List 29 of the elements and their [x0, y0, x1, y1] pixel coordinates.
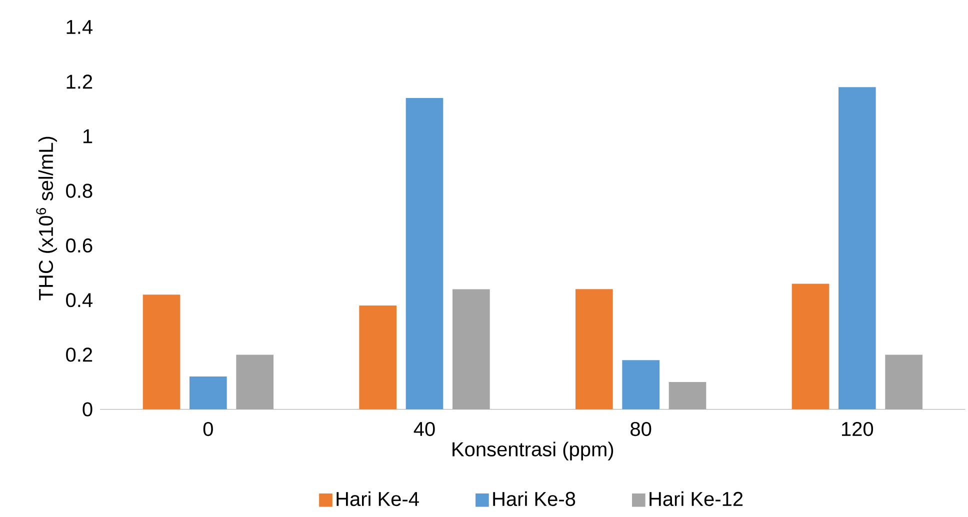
x-tick-label: 40 [414, 422, 435, 436]
y-tick-label: 1 [83, 129, 92, 144]
legend-label: Hari Ke-4 [336, 491, 419, 506]
bar [406, 98, 444, 410]
bar [359, 306, 397, 410]
bar [792, 284, 830, 410]
y-tick-label: 0.2 [66, 348, 92, 362]
legend-label: Hari Ke-12 [650, 491, 743, 506]
y-tick-label: 1.2 [66, 74, 92, 89]
x-tick-label: 120 [842, 422, 874, 436]
x-axis-title: Konsentrasi (ppm) [452, 442, 614, 460]
bar [142, 294, 180, 410]
y-tick-label: 0.4 [66, 293, 92, 308]
bar [885, 354, 922, 410]
y-tick-label: 1.4 [66, 20, 92, 34]
y-axis-title: THC (x10$^{6}$ sel/mL) [36, 136, 58, 300]
bar [236, 354, 274, 410]
legend-label: Hari Ke-8 [493, 491, 576, 506]
bar [452, 289, 490, 410]
bar [190, 376, 227, 410]
bar [576, 289, 613, 410]
x-tick-label: 80 [630, 422, 652, 436]
bar [622, 360, 660, 410]
y-tick-label: 0.6 [66, 238, 92, 253]
y-tick-label: 0.8 [66, 184, 92, 198]
x-tick-label: 0 [203, 422, 213, 436]
bar [668, 382, 706, 410]
y-tick-label: 0 [82, 402, 92, 416]
bar [838, 87, 876, 410]
